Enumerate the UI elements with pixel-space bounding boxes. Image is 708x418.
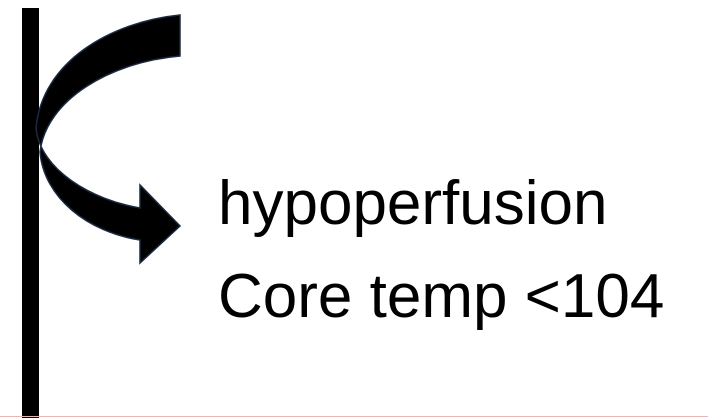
vertical-bar <box>22 8 39 418</box>
text-line: hypoperfusion <box>218 169 608 238</box>
text-line: Core temp <104 <box>218 262 664 331</box>
curved-arrow <box>35 14 182 265</box>
